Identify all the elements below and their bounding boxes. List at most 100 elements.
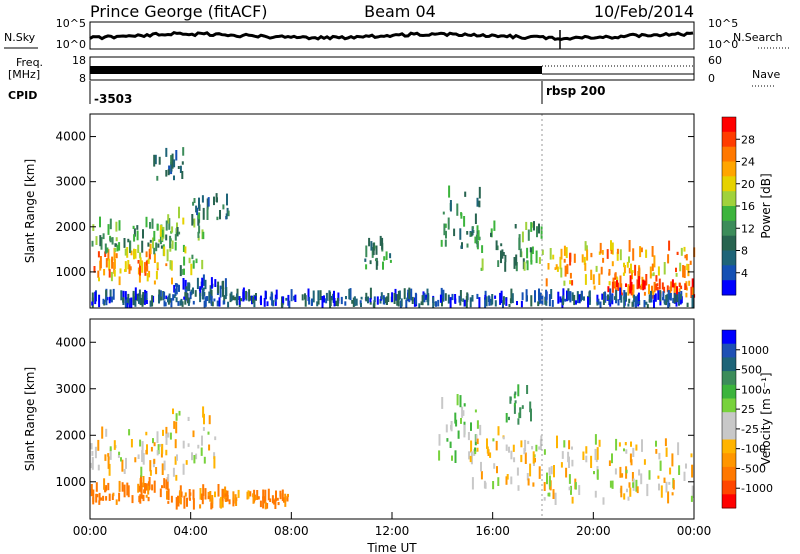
- power-cell: [632, 300, 635, 307]
- velocity-cell: [470, 440, 473, 453]
- power-cell: [617, 288, 620, 291]
- power-cell: [462, 298, 465, 302]
- power-cell: [690, 286, 693, 298]
- velocity-cell: [471, 477, 474, 490]
- power-cell: [210, 295, 213, 306]
- power-cell: [224, 278, 227, 289]
- velocity-colorbar-swatch: [722, 453, 736, 468]
- power-cell: [408, 287, 411, 299]
- velocity-cell: [266, 503, 269, 509]
- velocity-cell: [635, 444, 638, 451]
- velocity-cell: [445, 424, 448, 433]
- power-cell: [548, 294, 551, 307]
- power-cell: [102, 233, 105, 240]
- velocity-cell: [611, 480, 614, 489]
- power-cell: [225, 213, 228, 220]
- power-cell: [145, 293, 148, 300]
- power-cell: [642, 279, 645, 291]
- power-cell: [685, 292, 688, 298]
- power-cell: [110, 271, 113, 282]
- power-cell: [435, 301, 437, 307]
- power-cell: [381, 237, 384, 250]
- velocity-colorbar-swatch: [722, 330, 736, 345]
- power-cell: [610, 240, 612, 251]
- velocity-cell: [659, 460, 662, 471]
- velocity-cell: [512, 444, 515, 452]
- power-cell: [218, 297, 221, 307]
- power-cell: [432, 297, 435, 308]
- power-cell: [661, 282, 664, 290]
- velocity-cell: [568, 440, 571, 450]
- power-cell: [234, 297, 236, 301]
- power-cell: [663, 301, 666, 305]
- power-cell: [115, 237, 118, 242]
- power-cell: [219, 210, 221, 220]
- power-cell: [678, 288, 681, 293]
- power-cell: [238, 296, 241, 305]
- power-colorbar-swatch: [722, 161, 736, 177]
- power-cell: [134, 297, 137, 307]
- power-cell: [689, 260, 692, 265]
- velocity-cell: [529, 401, 532, 413]
- power-cell: [182, 278, 185, 290]
- power-cell: [118, 242, 121, 251]
- power-cell: [635, 296, 637, 308]
- power-cell: [187, 301, 190, 306]
- power-cell: [471, 226, 474, 236]
- power-cell: [282, 296, 285, 304]
- power-cell: [460, 245, 463, 249]
- velocity-cell: [153, 442, 156, 447]
- power-cell: [107, 224, 110, 235]
- power-cell: [110, 296, 113, 303]
- velocity-cell: [264, 501, 267, 510]
- power-cell: [571, 292, 574, 301]
- power-cell: [109, 289, 112, 302]
- power-cell: [529, 247, 532, 253]
- power-cell: [439, 294, 442, 303]
- velocity-cell: [95, 482, 98, 492]
- velocity-cell: [508, 416, 510, 421]
- velocity-cell: [535, 444, 538, 452]
- power-cell: [144, 289, 147, 302]
- power-cell: [463, 299, 466, 307]
- power-cell: [576, 291, 579, 301]
- power-cell: [177, 301, 180, 306]
- power-cell: [198, 212, 201, 223]
- power-cell: [120, 290, 123, 301]
- power-cell: [216, 216, 219, 221]
- nsearch-label: N.Search: [733, 31, 783, 44]
- power-cell: [626, 261, 629, 268]
- power-cell: [456, 203, 459, 216]
- velocity-cell: [145, 431, 148, 436]
- power-cell: [104, 243, 107, 254]
- velocity-y-axis: 1000 2000 3000 4000: [55, 335, 694, 489]
- velocity-cell: [480, 461, 482, 472]
- velocity-cell: [187, 443, 190, 447]
- velocity-cell: [631, 472, 634, 482]
- power-cell: [227, 210, 230, 217]
- power-cell: [676, 286, 678, 299]
- power-cell: [197, 235, 200, 241]
- velocity-cell: [209, 491, 212, 502]
- freq-panel: Freq. [MHz] 18 8 60 0 Nave: [8, 54, 780, 87]
- power-cell: [646, 304, 649, 308]
- power-cell: [317, 299, 320, 305]
- cpid-row: CPID -3503 rbsp 200: [8, 81, 605, 106]
- power-cell: [606, 249, 609, 259]
- velocity-cell: [274, 498, 277, 509]
- power-cell: [198, 225, 201, 234]
- power-cell: [530, 260, 533, 265]
- power-cell: [161, 229, 164, 238]
- velocity-cell: [118, 492, 121, 502]
- power-cell: [204, 297, 207, 307]
- velocity-cell: [608, 460, 611, 466]
- velocity-cell: [532, 451, 535, 464]
- power-cell: [108, 296, 111, 304]
- power-colorbar-tick-label: 24: [741, 156, 755, 169]
- velocity-cell: [620, 485, 623, 498]
- power-cell: [440, 239, 443, 247]
- power-cell: [610, 249, 613, 254]
- velocity-cell: [131, 495, 134, 504]
- power-cell: [678, 291, 681, 304]
- power-cell: [136, 230, 139, 241]
